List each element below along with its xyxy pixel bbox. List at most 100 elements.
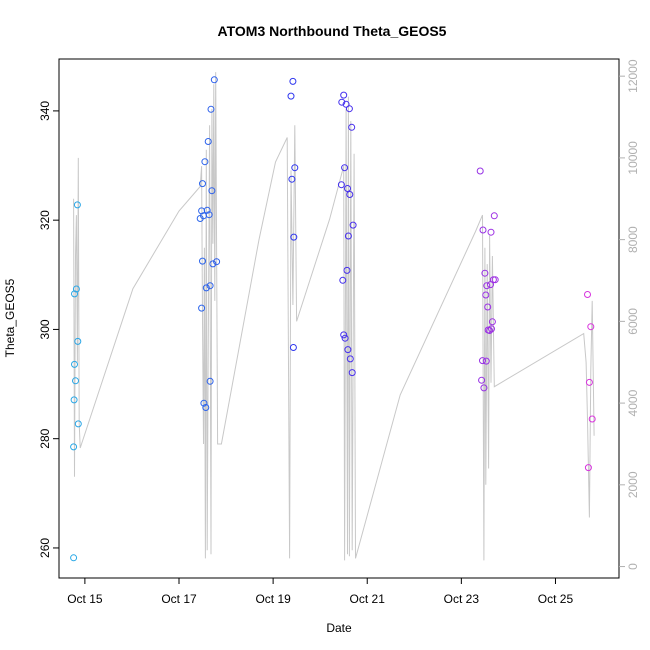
data-point <box>70 396 78 404</box>
data-point <box>348 123 356 131</box>
data-point <box>70 554 78 562</box>
data-point <box>585 378 593 386</box>
data-point <box>340 331 348 339</box>
data-point <box>487 228 495 236</box>
data-point <box>198 304 206 312</box>
data-point <box>287 92 295 100</box>
data-point <box>199 180 206 188</box>
y2-tick-label: 8000 <box>626 226 640 253</box>
data-point <box>338 98 346 106</box>
data-point <box>340 91 348 99</box>
data-point <box>74 337 82 345</box>
data-point <box>344 185 351 192</box>
x-tick-label: Oct 23 <box>444 592 480 606</box>
data-point <box>344 346 352 354</box>
data-point <box>207 105 215 113</box>
data-point <box>480 384 488 392</box>
data-point <box>342 100 350 108</box>
data-point <box>213 258 221 266</box>
y-axis-right: 0 2000 4000 6000 8000 10000 12000 <box>619 59 640 570</box>
x-tick-label: Oct 19 <box>255 592 291 606</box>
data-point <box>482 357 490 365</box>
x-axis: Oct 15 Oct 17 Oct 19 Oct 21 Oct 23 Oct 25 <box>67 578 573 606</box>
chart-title: ATOM3 Northbound Theta_GEOS5 <box>218 23 447 39</box>
data-point <box>337 181 345 189</box>
y-tick-label: 340 <box>38 101 52 121</box>
data-point <box>206 377 214 385</box>
x-tick-label: Oct 21 <box>350 592 386 606</box>
data-point <box>341 164 349 172</box>
plot-frame <box>58 58 620 579</box>
x-tick-label: Oct 17 <box>161 592 197 606</box>
data-point <box>70 443 78 451</box>
data-point <box>72 285 80 293</box>
data-point <box>482 291 490 299</box>
data-point <box>288 175 296 183</box>
data-point <box>584 291 591 298</box>
x-axis-label: Date <box>326 621 352 635</box>
data-point <box>490 212 498 220</box>
data-point <box>291 164 299 172</box>
data-point <box>205 211 213 219</box>
data-point <box>289 344 297 351</box>
data-point <box>73 201 81 209</box>
y-tick-label: 300 <box>38 319 52 339</box>
data-point <box>348 369 356 377</box>
data-point <box>344 232 352 240</box>
data-point <box>484 303 492 311</box>
data-point <box>341 334 349 342</box>
y2-tick-label: 0 <box>626 563 640 570</box>
data-point <box>200 399 208 407</box>
data-point <box>479 357 486 365</box>
data-point <box>209 260 217 268</box>
data-points-layer <box>70 76 596 562</box>
y2-tick-label: 4000 <box>626 389 640 416</box>
data-point <box>481 269 489 277</box>
data-point <box>479 226 487 234</box>
data-point <box>488 325 495 333</box>
data-point <box>204 138 212 145</box>
x-tick-label: Oct 15 <box>67 592 103 606</box>
y-axis-left: 260 280 300 320 340 <box>38 101 59 558</box>
data-point <box>202 404 210 411</box>
data-point <box>476 167 484 175</box>
data-point <box>206 282 214 290</box>
data-point <box>584 464 592 472</box>
y-tick-label: 320 <box>38 210 52 230</box>
data-point <box>71 360 78 368</box>
data-point <box>72 377 79 385</box>
altitude-series-line <box>73 72 595 561</box>
data-point <box>210 76 218 84</box>
y-tick-label: 280 <box>38 428 52 448</box>
data-point <box>346 191 354 198</box>
data-point <box>343 266 351 274</box>
data-point <box>488 318 496 326</box>
altitude-line-layer <box>73 72 595 561</box>
data-point <box>486 327 494 334</box>
data-point <box>201 158 209 166</box>
data-point <box>483 282 491 290</box>
data-point <box>202 284 210 292</box>
y-axis-label: Theta_GEOS5 <box>3 278 17 357</box>
x-tick-label: Oct 25 <box>538 592 574 606</box>
data-point <box>478 376 486 384</box>
y2-tick-label: 6000 <box>626 308 640 335</box>
data-point <box>208 187 216 195</box>
data-point <box>203 206 211 214</box>
y2-tick-label: 12000 <box>626 59 640 93</box>
data-point <box>349 221 357 229</box>
y-tick-label: 260 <box>38 538 52 558</box>
y2-tick-label: 10000 <box>626 141 640 175</box>
data-point <box>491 276 499 284</box>
data-point <box>346 355 354 363</box>
data-point <box>345 105 353 113</box>
data-point <box>587 323 595 331</box>
data-point <box>289 77 297 85</box>
y2-tick-label: 2000 <box>626 471 640 498</box>
data-point <box>290 233 298 241</box>
data-point <box>339 276 347 284</box>
data-point <box>588 415 596 423</box>
data-point <box>74 420 82 428</box>
data-point <box>199 257 206 265</box>
